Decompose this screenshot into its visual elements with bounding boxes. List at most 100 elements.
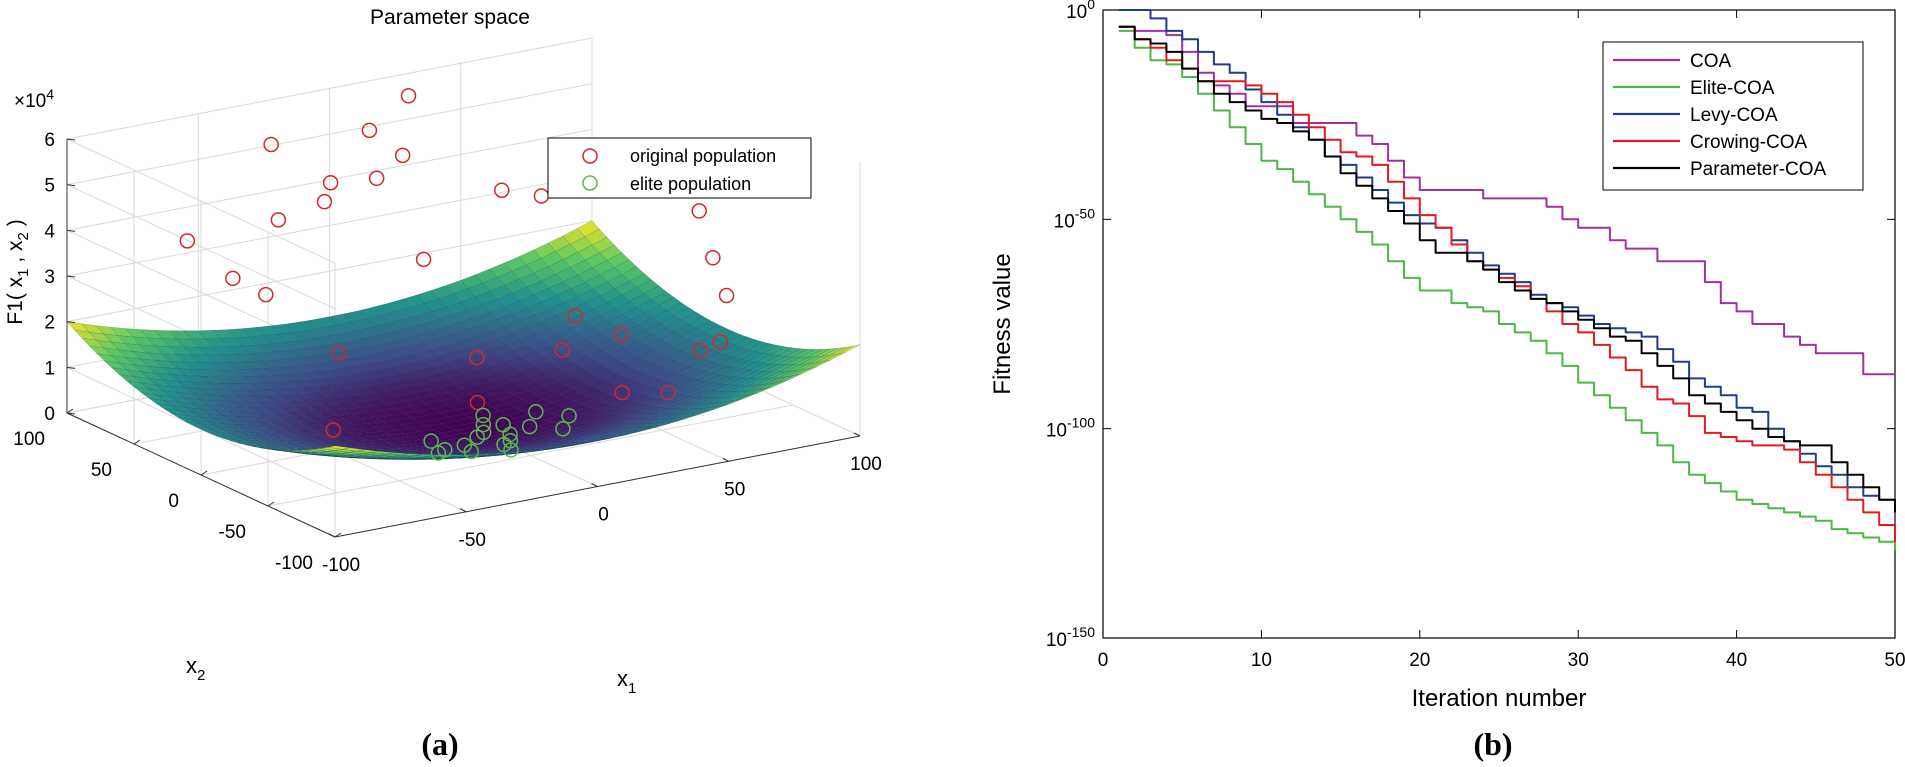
original-population-point: [361, 122, 378, 139]
z-tick: [66, 366, 76, 369]
x2-tick-label: 100: [13, 429, 45, 450]
surface-patch: [673, 307, 697, 321]
original-population-point: [712, 334, 729, 350]
original-population-point: [567, 308, 583, 324]
x1-tick-label: 0: [598, 505, 609, 526]
original-population-point: [225, 270, 241, 287]
panel-a-legend-box: [547, 137, 812, 199]
surface-patch: [584, 228, 608, 246]
surface-patch: [815, 348, 838, 357]
original-population-points: [179, 88, 735, 438]
original-population-point: [660, 384, 676, 401]
z-tick-label: 3: [44, 267, 55, 288]
z-tick-label: 6: [44, 130, 55, 151]
x1-tick-label: -100: [322, 555, 360, 576]
surface-patch: [614, 259, 638, 275]
surface-patch: [740, 339, 764, 351]
surface-patch: [606, 252, 630, 268]
x2-tick: [267, 501, 275, 507]
y-tick-label: 10-150: [1046, 624, 1095, 651]
y-tick-label: 10-100: [1046, 415, 1095, 442]
elite-population-points: [423, 404, 577, 461]
elite-population-point: [475, 424, 492, 441]
surface-patch: [718, 331, 742, 343]
x2-axis-label: x2: [186, 653, 205, 684]
legend-label-coa: COA: [1690, 51, 1732, 72]
x2-tick: [200, 470, 208, 476]
grid-line: [66, 83, 593, 186]
original-population-point: [705, 250, 721, 266]
x2-tick-label: 0: [168, 491, 179, 512]
series-line-coa: [1118, 25, 1895, 376]
elite-population-point: [521, 418, 538, 435]
grid-line: [66, 174, 593, 277]
original-population-point: [368, 170, 385, 187]
original-population-point: [691, 203, 707, 219]
legend-label-original: original population: [630, 146, 776, 166]
elite-population-point: [555, 421, 571, 437]
z-tick: [66, 275, 76, 278]
x1-axis-label: x1: [617, 666, 636, 697]
elite-population-point: [528, 404, 544, 420]
original-population-point: [322, 175, 339, 191]
legend-label-parameter-coa: Parameter-COA: [1690, 159, 1827, 180]
elite-population-point: [495, 416, 511, 433]
elite-population-point: [502, 432, 519, 449]
panel-a-axes: 0 1 2 3 4 5 6 -100 -50 0 50 100 -100 -50 0 50 100: [13, 130, 882, 576]
z-tick-label: 1: [44, 358, 55, 379]
x1-tick: [591, 483, 598, 487]
panel-a-title: Parameter space: [370, 6, 530, 29]
original-population-point: [554, 342, 571, 358]
legend-label-levy-coa: Levy-COA: [1690, 105, 1778, 126]
panel-b-series: [1118, 9, 1896, 551]
z-exponent-label: ×104: [14, 86, 54, 112]
surface-patch: [748, 341, 772, 352]
panel-b-line-chart: 0 10 20 30 40 50 100 10-50 10-100 10-150 Iteratio…: [989, 0, 1905, 762]
original-population-point: [692, 342, 709, 359]
panel-a-surface-plot: 0 1 2 3 4 5 6 -100 -50 0 50 100 -100 -50 0 50 100 Parame…: [4, 6, 882, 762]
x2-tick: [133, 439, 141, 445]
series-line-elite-coa: [1118, 29, 1896, 551]
x2-tick-label: -100: [275, 553, 313, 574]
surface-patch: [808, 348, 831, 358]
surface-mesh: [66, 220, 861, 460]
original-population-point: [400, 88, 417, 104]
surface-patch: [837, 344, 861, 355]
z-tick-label: 2: [44, 313, 55, 334]
z-tick-label: 4: [44, 221, 55, 242]
legend-marker-elite: [582, 175, 598, 191]
x2-tick: [66, 408, 74, 414]
grid-line: [66, 138, 336, 264]
grid-line: [66, 220, 593, 323]
z-axis-label: F1( x1 , x2 ): [4, 219, 32, 324]
x1-tick: [722, 457, 729, 462]
original-population-point: [394, 147, 411, 164]
legend-label-crowing-coa: Crowing-COA: [1690, 132, 1808, 153]
y-tick-label: 10-50: [1054, 205, 1096, 232]
legend-label-elite: elite population: [630, 174, 751, 194]
z-tick: [66, 184, 76, 187]
z-tick-label: 5: [44, 176, 55, 197]
original-population-point: [270, 212, 287, 228]
elite-population-point: [475, 407, 491, 424]
panel-b-ticks: 0 10 20 30 40 50 100 10-50 10-100 10-150: [1046, 0, 1905, 671]
original-population-point: [179, 233, 196, 249]
y-tick-label: 100: [1066, 0, 1095, 23]
panel-b-legend-box: [1602, 41, 1864, 191]
x-tick-label: 40: [1726, 650, 1747, 671]
x1-tick-label: -50: [459, 530, 486, 551]
panel-a-caption: (a): [421, 726, 458, 762]
panel-a-legend: original population elite population: [547, 137, 812, 199]
grid-line: [66, 37, 593, 140]
original-population-point: [258, 286, 274, 303]
x-axis-label: Iteration number: [1412, 685, 1587, 712]
x2-tick-label: -50: [219, 522, 246, 543]
x2-tick-label: 50: [91, 460, 112, 481]
original-population-point: [494, 182, 510, 198]
original-population-point: [533, 188, 550, 204]
x-tick-label: 0: [1098, 650, 1109, 671]
x1-tick: [853, 432, 861, 437]
surface-patch: [651, 291, 675, 306]
x1-tick: [460, 508, 467, 513]
